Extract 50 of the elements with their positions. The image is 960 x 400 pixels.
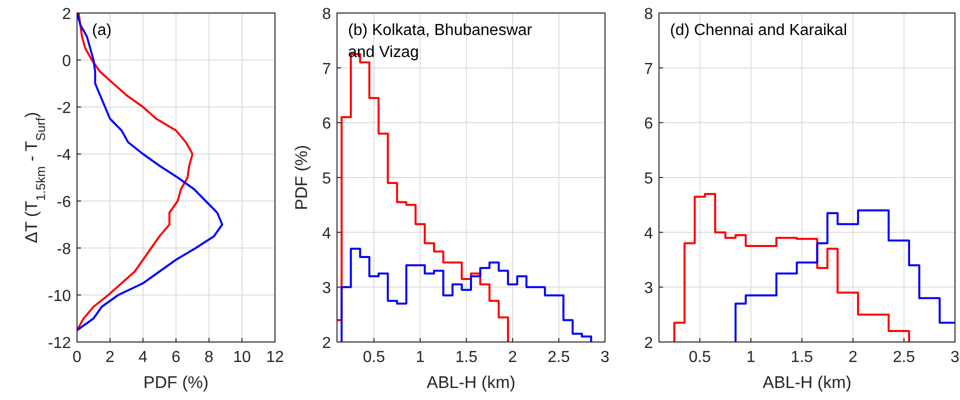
line-series <box>77 13 194 332</box>
x-tick-label: 2.5 <box>548 349 570 366</box>
y-tick-label: -10 <box>48 288 72 305</box>
x-tick-label: 1.5 <box>455 349 478 366</box>
y-tick-label: -6 <box>56 194 72 211</box>
x-tick-label: 10 <box>233 349 251 366</box>
x-tick-label: 1 <box>746 349 756 366</box>
y-tick-label: 5 <box>322 170 332 188</box>
x-tick-label: 1 <box>416 349 425 366</box>
y-tick-label: 2 <box>322 335 332 352</box>
annotation: (a) <box>92 22 112 39</box>
x-tick-label: 0 <box>72 349 82 366</box>
y-tick-label: 4 <box>322 225 332 242</box>
y-tick-label: -4 <box>56 147 72 164</box>
y-axis-title: PDF (%) <box>292 144 311 210</box>
x-axis-title: PDF (%) <box>143 373 209 392</box>
y-tick-label: -8 <box>56 241 72 258</box>
y-tick-label: 2 <box>62 6 72 23</box>
line-series <box>77 13 224 332</box>
x-tick-label: 4 <box>138 349 148 366</box>
annotation: (b) Kolkata, Bhubaneswar and Vizag <box>348 22 533 61</box>
x-tick-label: 8 <box>204 349 214 366</box>
y-tick-label: 8 <box>322 6 332 23</box>
x-tick-label: 1.5 <box>790 349 814 366</box>
y-tick-label: 6 <box>644 116 654 133</box>
y-tick-label: 7 <box>644 60 654 78</box>
y-tick-label: 3 <box>322 280 332 298</box>
x-tick-label: 3 <box>600 349 610 366</box>
x-axis-title: ABL-H (km) <box>762 373 852 392</box>
y-tick-label: 7 <box>322 60 332 78</box>
y-tick-label: -2 <box>56 100 72 117</box>
y-tick-label: -12 <box>48 335 72 352</box>
x-axis-title: ABL-H (km) <box>426 373 516 392</box>
x-tick-label: 12 <box>266 349 284 366</box>
y-tick-label: 0 <box>62 53 72 70</box>
x-tick-label: 2.5 <box>892 349 916 366</box>
y-tick-label: 5 <box>644 170 654 188</box>
y-tick-label: 8 <box>644 6 654 23</box>
x-tick-label: 3 <box>950 349 960 366</box>
x-tick-label: 2 <box>848 349 858 366</box>
x-tick-label: 2 <box>106 349 115 366</box>
x-tick-label: 0.5 <box>362 349 386 366</box>
x-tick-label: 0.5 <box>688 349 712 366</box>
y-tick-label: 6 <box>322 116 332 133</box>
y-tick-label: 3 <box>644 280 654 298</box>
x-tick-label: 6 <box>172 349 181 366</box>
x-tick-label: 2 <box>508 349 518 366</box>
y-tick-label: 2 <box>644 335 654 352</box>
annotation: (d) Chennai and Karaikal <box>670 22 847 39</box>
y-tick-label: 4 <box>644 225 654 242</box>
